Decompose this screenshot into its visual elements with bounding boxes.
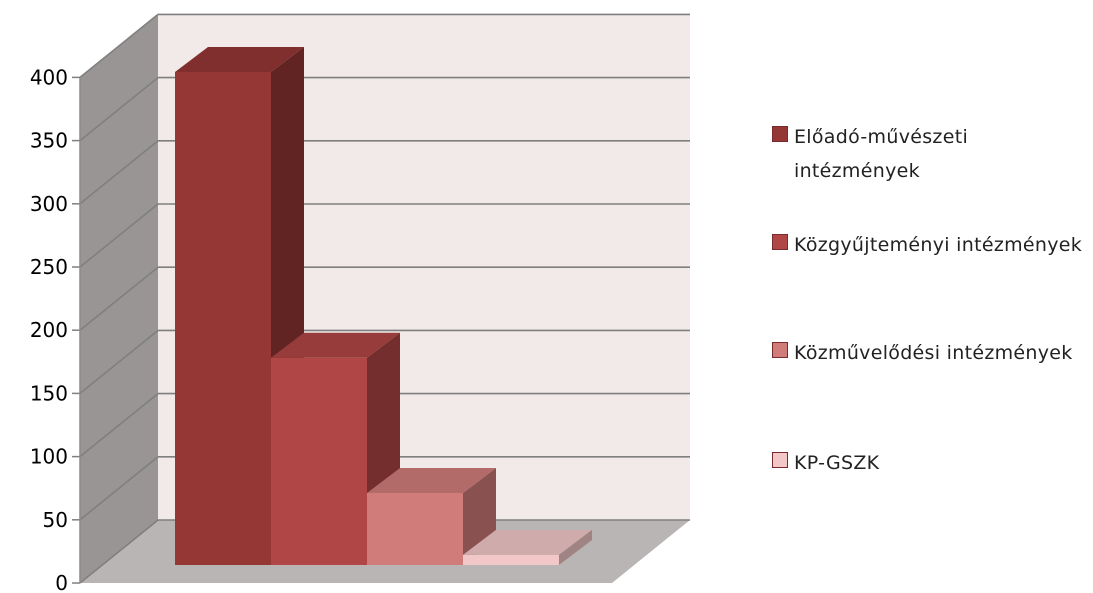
- y-tick-label: 350: [30, 129, 68, 153]
- gridline-side: [79, 392, 159, 458]
- bar-front: [271, 357, 367, 565]
- gridline-side: [79, 203, 159, 268]
- y-tick-label: 200: [30, 318, 68, 342]
- gridline-side: [79, 13, 159, 79]
- bar-front: [367, 492, 463, 565]
- legend-label-kp-gszk: KP-GSZK: [794, 452, 880, 474]
- bar-front: [175, 72, 271, 565]
- gridline-side: [79, 140, 159, 205]
- gridline-side: [79, 76, 159, 142]
- bars: [175, 47, 592, 566]
- y-tick-label: 50: [43, 508, 68, 532]
- gridline-side: [79, 519, 159, 584]
- bar-top: [271, 332, 400, 358]
- legend-label-eloado: Előadó-művészeti intézmények: [794, 126, 969, 182]
- legend-swatch-kozgyujtemenyi: [772, 234, 788, 250]
- gridline-side: [79, 266, 159, 331]
- y-tick-label: 150: [30, 381, 68, 405]
- bar: [463, 529, 592, 565]
- y-tick-label: 300: [30, 192, 68, 216]
- gridline-side: [79, 456, 159, 521]
- bar-top: [367, 467, 496, 493]
- legend-item-kp-gszk: KP-GSZK: [772, 446, 1093, 480]
- y-tick-label: 250: [30, 255, 68, 279]
- legend-item-eloado: Előadó-művészeti intézmények: [772, 120, 1093, 188]
- bar-side: [559, 529, 592, 565]
- legend-swatch-eloado: [772, 126, 788, 142]
- legend-swatch-kp-gszk: [772, 452, 788, 468]
- legend-item-kozmuvelodesi: Közművelődési intézmények: [772, 336, 1093, 370]
- legend-label-kozgyujtemenyi: Közgyűjteményi intézmények: [794, 234, 1083, 256]
- gridline-side: [79, 329, 159, 395]
- bar: [367, 467, 496, 565]
- y-axis-tick-labels: 0 50 100 150 200 250 300 350 400: [30, 65, 68, 593]
- legend-swatch-kozmuvelodesi: [772, 342, 788, 358]
- y-tick-label: 0: [55, 571, 68, 593]
- y-tick-label: 100: [30, 445, 68, 469]
- legend-item-kozgyujtemenyi: Közgyűjteményi intézmények: [772, 228, 1093, 262]
- bar-top: [463, 529, 592, 555]
- bar-top: [175, 47, 304, 73]
- y-tick-label: 400: [30, 65, 68, 89]
- legend-label-kozmuvelodesi: Közművelődési intézmények: [794, 342, 1073, 364]
- bar-front: [463, 554, 559, 565]
